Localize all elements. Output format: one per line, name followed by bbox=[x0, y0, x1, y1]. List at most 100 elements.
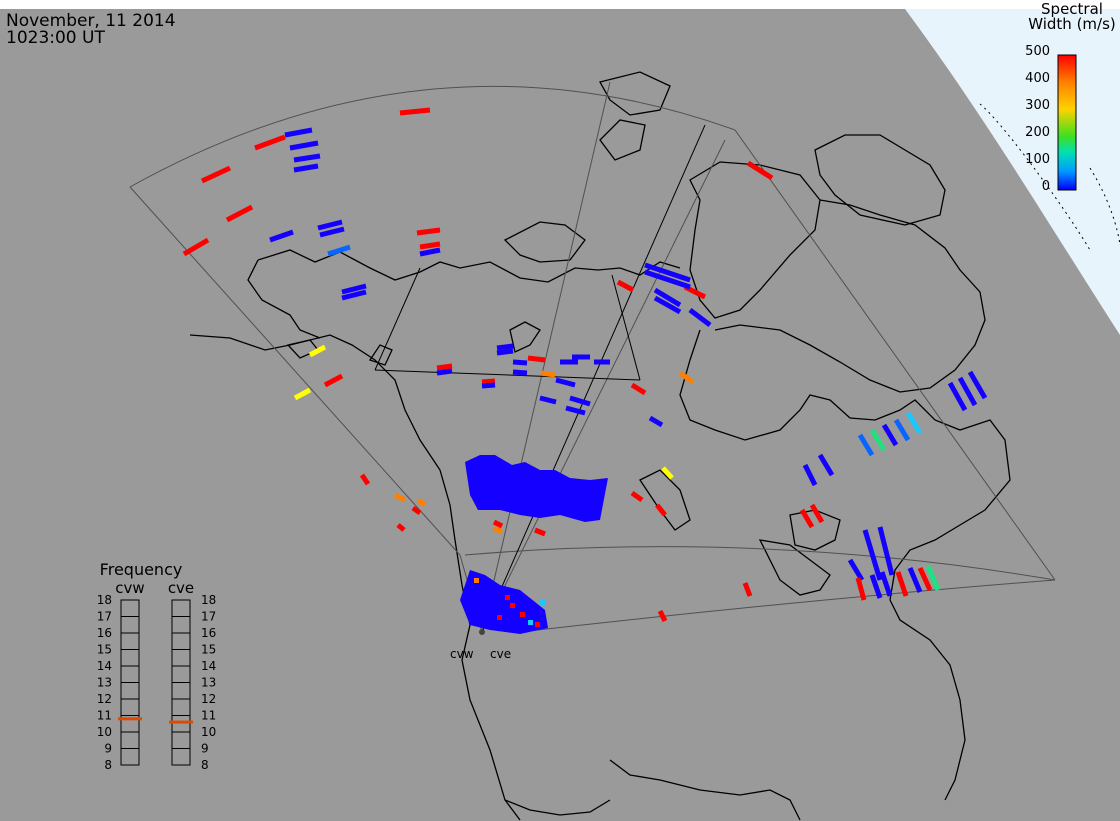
frequency-scale-label: 9 bbox=[201, 742, 209, 756]
scatter-cell bbox=[907, 567, 923, 593]
scatter-cell bbox=[341, 283, 367, 295]
colorbar-title-line1: Spectral bbox=[1041, 0, 1103, 18]
scatter-cell bbox=[925, 565, 941, 591]
scatter-cell bbox=[967, 370, 988, 400]
scatter-cell bbox=[555, 377, 576, 388]
colorbar-tick: 300 bbox=[1025, 98, 1050, 113]
polar-dotted-circle bbox=[979, 103, 1091, 251]
scatter-cell bbox=[534, 527, 546, 537]
scatter-cell bbox=[327, 244, 351, 257]
scatter-cell bbox=[293, 387, 312, 401]
scatter-cell bbox=[293, 153, 321, 163]
scatter-cell bbox=[879, 571, 893, 597]
scatter-cell bbox=[881, 423, 899, 447]
scatter-cell bbox=[688, 308, 712, 327]
frequency-scale-label: 11 bbox=[97, 709, 112, 723]
scatter-cell bbox=[225, 204, 254, 223]
scatter-cell bbox=[539, 395, 557, 405]
date-label: November, 11 2014 bbox=[6, 11, 176, 31]
site-label-cve: cve bbox=[490, 647, 511, 661]
scatter-cell bbox=[653, 295, 682, 315]
colorbar-tick: 400 bbox=[1025, 71, 1050, 86]
colorbar-gradient bbox=[1057, 54, 1077, 191]
frequency-scale-label: 8 bbox=[104, 758, 112, 772]
scatter-cell bbox=[893, 418, 911, 442]
frequency-scale-label: 11 bbox=[201, 709, 216, 723]
frequency-scale-label: 17 bbox=[97, 610, 112, 624]
frequency-scale-label: 13 bbox=[201, 676, 216, 690]
scatter-cell bbox=[630, 490, 644, 503]
frequency-scale-label: 8 bbox=[201, 758, 209, 772]
scatter-cell bbox=[492, 519, 504, 529]
radar-fov bbox=[129, 81, 1056, 633]
scatter-cell bbox=[399, 107, 431, 116]
scatter-cell bbox=[746, 160, 774, 181]
scatter-cell bbox=[540, 600, 545, 605]
scatter-cell bbox=[869, 574, 883, 599]
frequency-scale-label: 9 bbox=[104, 742, 112, 756]
frequency-scale-label: 15 bbox=[201, 643, 216, 657]
scatter-cell bbox=[481, 382, 496, 389]
polar-dotted-circle-2 bbox=[1089, 167, 1120, 246]
frequency-box bbox=[171, 748, 191, 766]
scatter-cell bbox=[653, 287, 682, 308]
frequency-scale-label: 13 bbox=[97, 676, 112, 690]
scatter-cell bbox=[957, 376, 978, 407]
scatter-cell bbox=[497, 615, 502, 620]
scatter-cell bbox=[799, 508, 815, 529]
site-label-cvw: cvw bbox=[450, 647, 474, 661]
coastlines bbox=[189, 71, 1011, 821]
scatter-cell bbox=[416, 497, 427, 508]
frequency-marker-cvw bbox=[118, 717, 142, 721]
frequency-scale-label: 16 bbox=[201, 626, 216, 640]
scatter-cell bbox=[644, 269, 691, 290]
frequency-scale-label: 18 bbox=[97, 593, 112, 607]
scatter-cell bbox=[661, 466, 674, 480]
map-background bbox=[0, 9, 1120, 821]
colorbar-tick: 100 bbox=[1025, 152, 1050, 167]
frequency-radar-label-cvw: cvw bbox=[115, 579, 144, 597]
frequency-scale-label: 18 bbox=[201, 593, 216, 607]
scatter-cell bbox=[419, 247, 441, 257]
frequency-title: Frequency bbox=[100, 560, 183, 579]
scatter-cell bbox=[648, 415, 664, 428]
scatter-cell bbox=[323, 373, 344, 388]
scatter-cell bbox=[200, 165, 232, 184]
colorbar-title-line2: Width (m/s) bbox=[1028, 15, 1116, 33]
scatter-cell bbox=[496, 343, 514, 351]
scatter-cell bbox=[817, 453, 835, 477]
scatter-cell bbox=[802, 463, 818, 487]
scatter-cell bbox=[905, 411, 923, 435]
scatter-cell bbox=[436, 368, 453, 376]
scatter-cell bbox=[496, 348, 514, 356]
scatter-cell bbox=[359, 473, 371, 486]
scatter-cell bbox=[742, 582, 753, 597]
frequency-scale-label: 12 bbox=[201, 692, 216, 706]
scatter-cell bbox=[855, 577, 867, 601]
frequency-panel: 18 17 16 15 14 13 12 11 10 9 8 18 17 16 15 14 13 12 11 10 9 8 bbox=[97, 593, 217, 772]
frequency-scale-label: 14 bbox=[201, 659, 216, 673]
radar-site-marker bbox=[479, 629, 485, 635]
frequency-scale-label: 17 bbox=[201, 610, 216, 624]
scatter-cell bbox=[393, 492, 407, 503]
frequency-box bbox=[120, 748, 140, 766]
scatter-cell bbox=[809, 503, 825, 524]
scatter-cell bbox=[284, 127, 313, 138]
scatter-cell bbox=[535, 622, 540, 627]
scatter-cell bbox=[492, 525, 504, 535]
scatter-cell bbox=[308, 344, 327, 358]
scatter-cell bbox=[317, 219, 343, 231]
time-label: 1023:00 UT bbox=[6, 28, 105, 48]
scatter-cell bbox=[565, 405, 586, 416]
scatter-cell bbox=[644, 262, 691, 283]
scatter-cell bbox=[505, 595, 510, 600]
frequency-scale-label: 10 bbox=[97, 725, 112, 739]
scatter-cell bbox=[512, 359, 528, 366]
colorbar-tick: 0 bbox=[1042, 179, 1050, 194]
scatter-cell bbox=[512, 369, 528, 376]
scatter-cell bbox=[947, 381, 968, 412]
scatter-cell bbox=[877, 526, 895, 576]
scatter-cells bbox=[182, 107, 988, 634]
scatter-cell bbox=[319, 226, 345, 238]
